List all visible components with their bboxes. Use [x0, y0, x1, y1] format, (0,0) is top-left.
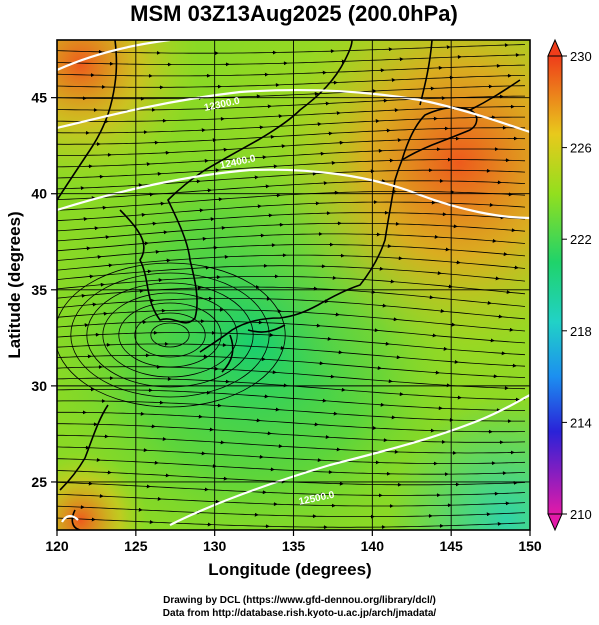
colorbar-gradient	[547, 55, 563, 515]
streamline	[57, 482, 526, 496]
streamline	[57, 212, 526, 232]
y-tick-label: 40	[31, 186, 47, 202]
x-axis: 120 125 130 135 140 145 150	[45, 530, 542, 554]
streamline	[57, 517, 526, 528]
streamline	[57, 320, 526, 344]
map-gridlines	[57, 40, 530, 530]
streamline	[57, 298, 526, 320]
x-tick-label: 120	[45, 538, 69, 554]
streamline	[57, 446, 526, 464]
y-axis-label: Latitude (degrees)	[5, 211, 24, 358]
colorbar-tick-label: 218	[570, 324, 592, 339]
y-tick-label: 25	[31, 474, 47, 490]
y-axis: 25 30 35 40 45	[31, 90, 57, 490]
y-tick-label: 30	[31, 378, 47, 394]
x-tick-label: 145	[439, 538, 463, 554]
x-tick-label: 125	[124, 538, 148, 554]
streamline	[57, 116, 525, 134]
eddy-streamline	[102, 292, 238, 378]
x-tick-label: 130	[203, 538, 227, 554]
streamline	[57, 434, 526, 454]
colorbar-tick-label: 222	[570, 232, 592, 247]
x-tick-label: 140	[361, 538, 385, 554]
streamline	[57, 148, 526, 168]
streamline	[57, 233, 526, 252]
streamline	[57, 222, 526, 242]
coastlines	[57, 40, 521, 530]
eddy-streamline	[134, 312, 206, 358]
streamline	[57, 159, 526, 179]
streamline	[57, 254, 526, 271]
streamline	[57, 505, 526, 517]
chart-title: MSM 03Z13Aug2025 (200.0hPa)	[130, 1, 458, 26]
eddy-streamline	[57, 262, 286, 408]
eddy-streamline	[70, 272, 270, 398]
y-tick-label: 45	[31, 90, 47, 106]
x-tick-label: 135	[282, 538, 306, 554]
eddy-streamline	[86, 282, 254, 388]
y-tick-label: 35	[31, 282, 47, 298]
eddy-streamline	[118, 302, 222, 368]
credit-drawing: Drawing by DCL (https://www.gfd-dennou.o…	[163, 595, 436, 606]
x-axis-label: Longitude (degrees)	[208, 560, 371, 579]
streamline	[57, 276, 526, 295]
streamline	[57, 286, 526, 307]
colorbar-tick-label: 230	[570, 49, 592, 64]
streamline	[57, 493, 526, 507]
colorbar: 230 226 222 218 214 210	[547, 38, 592, 532]
streamline	[57, 389, 526, 411]
colorbar-top-arrow	[547, 38, 563, 57]
x-tick-label: 150	[518, 538, 542, 554]
streamline	[57, 64, 526, 77]
streamline	[57, 423, 526, 443]
streamline	[57, 169, 526, 190]
eddy-streamline	[150, 322, 190, 348]
streamline	[57, 400, 525, 422]
streamline	[57, 75, 526, 88]
streamline	[57, 85, 526, 100]
streamline	[57, 180, 526, 201]
streamline	[57, 191, 526, 211]
streamline	[57, 54, 526, 65]
colorbar-tick-label: 210	[570, 507, 592, 522]
colorbar-tick-label: 214	[570, 415, 592, 430]
colorbar-tick-label: 226	[570, 141, 592, 156]
streamline	[57, 343, 526, 367]
streamline	[57, 265, 526, 282]
credit-data: Data from http://database.rish.kyoto-u.a…	[162, 608, 437, 619]
streamline	[57, 354, 526, 378]
colorbar-bottom-arrow	[547, 513, 563, 532]
